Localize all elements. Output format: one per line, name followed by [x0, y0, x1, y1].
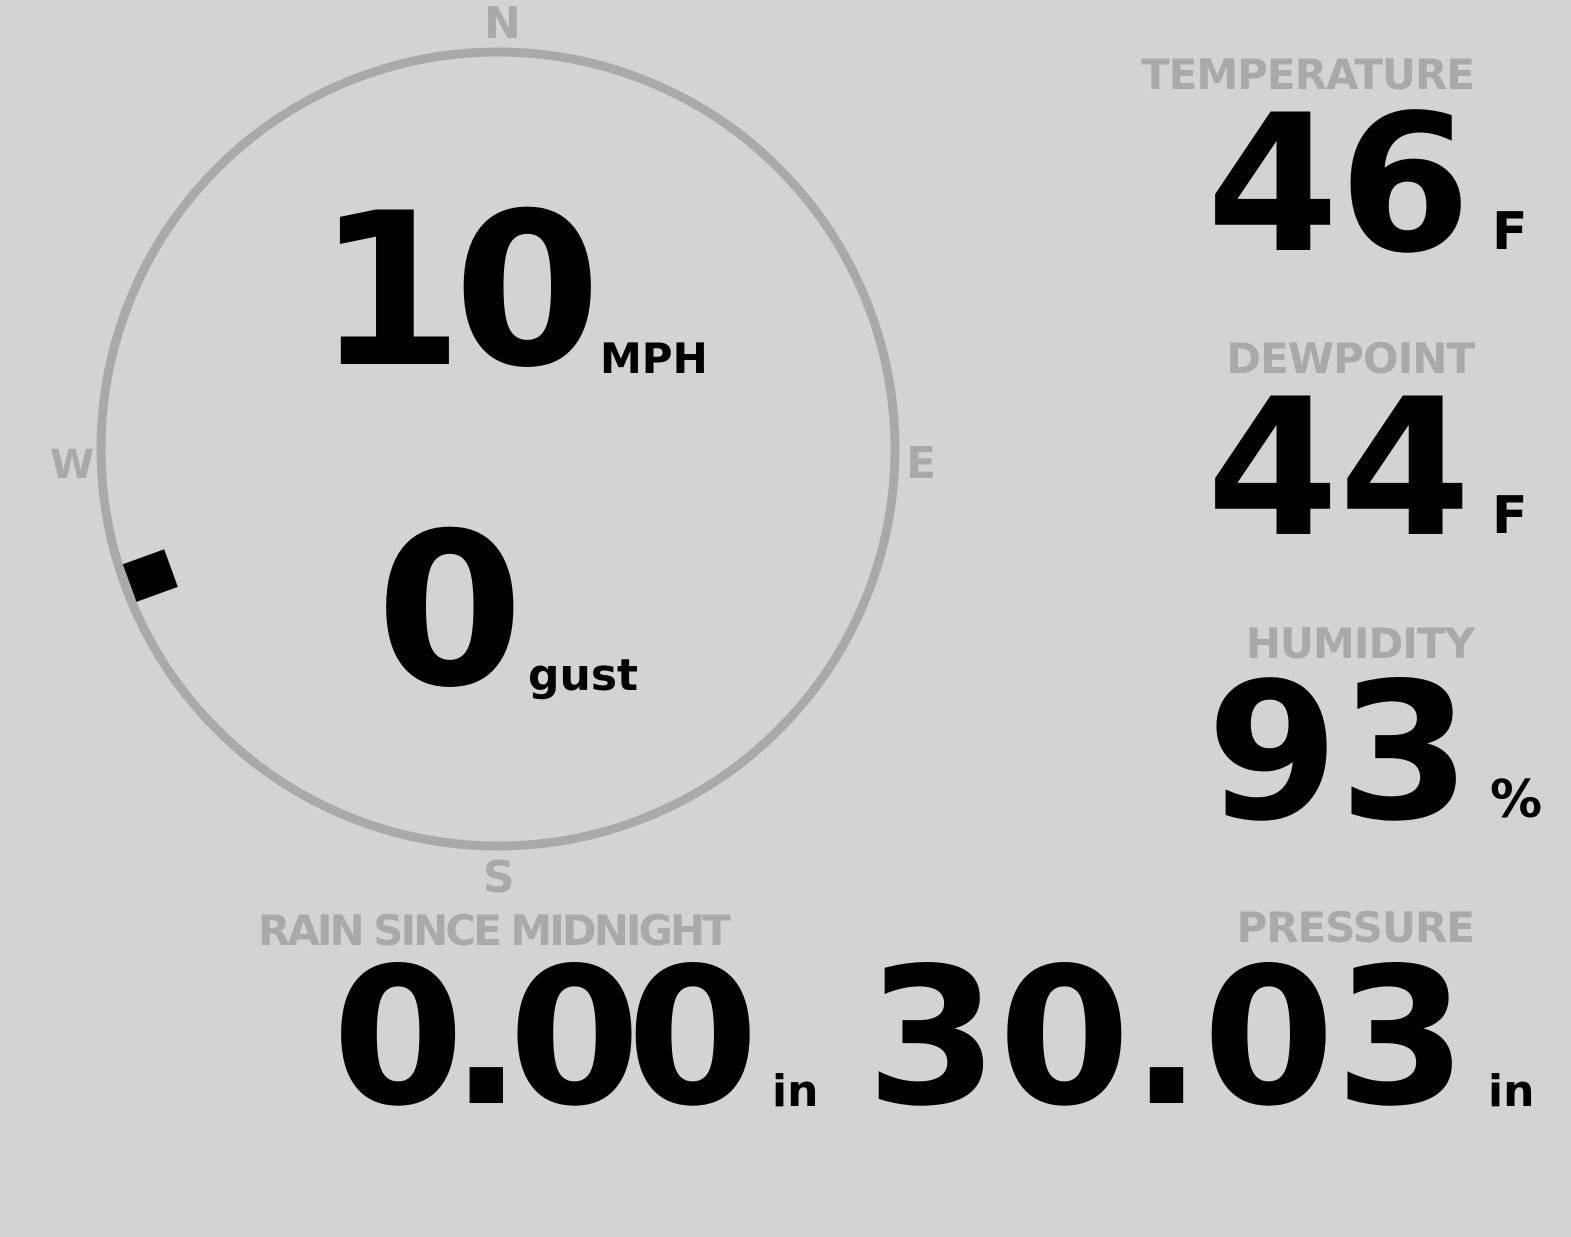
wind-gust-unit: gust: [528, 650, 639, 701]
wind-speed-unit: MPH: [600, 334, 708, 383]
temperature-value: 46: [1206, 74, 1471, 295]
humidity-unit: %: [1490, 770, 1543, 830]
rain-unit: in: [772, 1066, 819, 1117]
dewpoint-value: 44: [1206, 358, 1471, 579]
temperature-label: TEMPERATURE: [1141, 50, 1475, 99]
rain-value: 0.00: [332, 927, 759, 1148]
wind-direction-marker: [122, 549, 178, 602]
wind-speed-value: 10: [316, 167, 601, 414]
humidity-value: 93: [1206, 642, 1471, 863]
dewpoint-unit: F: [1492, 486, 1528, 546]
pressure-value: 30.03: [866, 927, 1467, 1148]
dewpoint-card: DEWPOINT: [1226, 334, 1475, 383]
humidity-label: HUMIDITY: [1245, 619, 1475, 668]
compass-ring: [96, 47, 900, 851]
temperature-unit: F: [1492, 202, 1528, 262]
dewpoint-label: DEWPOINT: [1226, 334, 1475, 383]
wind-gust-value: 0: [376, 487, 524, 734]
rain-label: RAIN SINCE MIDNIGHT: [258, 906, 731, 955]
compass-w: W: [50, 442, 94, 488]
compass-e: E: [906, 438, 936, 489]
temperature-card: TEMPERATURE: [1141, 50, 1475, 99]
pressure-unit: in: [1488, 1066, 1535, 1117]
pressure-card: PRESSURE: [1236, 903, 1475, 952]
pressure-label: PRESSURE: [1236, 903, 1475, 952]
humidity-card: HUMIDITY: [1245, 619, 1475, 668]
compass-n: N: [484, 0, 521, 49]
compass-s: S: [483, 852, 515, 903]
